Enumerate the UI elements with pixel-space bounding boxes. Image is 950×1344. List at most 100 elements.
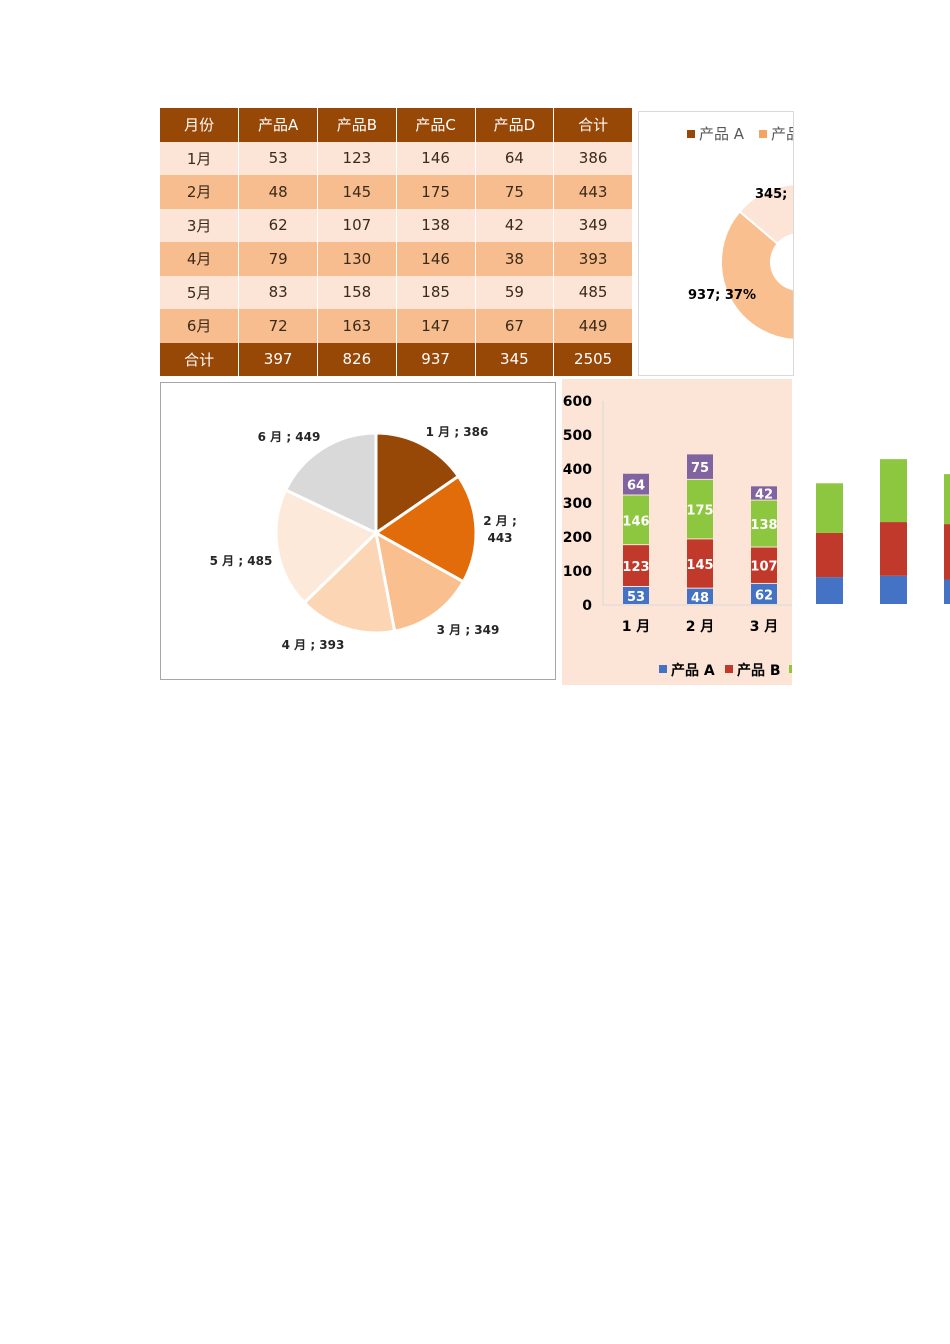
overflow-bar-segment [816, 577, 843, 604]
pie-data-label: 6 月 ; 449 [258, 430, 321, 444]
table-cell: 42 [475, 208, 555, 242]
column-header: 产品A [238, 108, 318, 142]
table-row: 2月 48 145 175 75 443 [160, 175, 633, 209]
legend-label: 产品 A [699, 125, 745, 143]
overflow-bar-segment [816, 483, 843, 533]
total-cell: 937 [396, 342, 476, 376]
pie-data-label: 3 月 ; 349 [437, 623, 500, 637]
bar-segment [751, 486, 777, 500]
table-cell: 4月 [160, 242, 240, 276]
table-cell: 349 [553, 208, 633, 242]
table-cell: 393 [553, 242, 633, 276]
bar-data-label: 107 [750, 560, 777, 575]
pie-slice [302, 529, 397, 635]
total-cell: 345 [475, 342, 555, 376]
table-cell: 138 [396, 208, 476, 242]
table-cell: 386 [553, 141, 633, 175]
bar-segment [751, 583, 777, 604]
x-tick-label: 1 月 [622, 619, 651, 635]
table-cell: 147 [396, 309, 476, 343]
overflow-bar-segment [944, 579, 950, 604]
x-tick-label: 3 月 [750, 619, 779, 635]
table-cell: 123 [317, 141, 397, 175]
bar-segment [687, 539, 713, 588]
table-cell: 79 [238, 242, 318, 276]
table-cell: 1月 [160, 141, 240, 175]
overflow-bar-segment [816, 532, 843, 578]
column-header: 产品C [396, 108, 476, 142]
stacked-bar-chart: 600 500 400 300 200 100 0 53 123 146 64 1 月 48 145 175… [563, 394, 792, 679]
bar-segment [687, 479, 713, 539]
table-cell: 53 [238, 141, 318, 175]
overflow-bar-segment [944, 474, 950, 525]
legend-label: 产品 A [671, 662, 715, 679]
table-cell: 163 [317, 309, 397, 343]
bar-segment [687, 588, 713, 604]
table-cell: 449 [553, 309, 633, 343]
total-cell: 合计 [160, 342, 240, 376]
bar-segment [687, 454, 713, 479]
overflow-bar-segment [880, 459, 907, 523]
bar-data-label: 145 [686, 558, 713, 573]
bar-data-label: 62 [755, 588, 773, 603]
legend-swatch [725, 665, 733, 673]
bar-segment [623, 473, 649, 495]
y-tick-label: 500 [563, 428, 592, 444]
legend-label: 产品 [771, 125, 793, 143]
y-tick-label: 100 [563, 564, 592, 580]
x-tick-label: 2 月 [686, 619, 715, 635]
column-header: 产品D [475, 108, 555, 142]
table-cell: 185 [396, 275, 476, 309]
donut-data-label: 345; [755, 187, 787, 202]
table-cell: 5月 [160, 275, 240, 309]
bar-segment [751, 500, 777, 547]
pie-data-label: 5 月 ; 485 [210, 554, 273, 568]
table-cell: 130 [317, 242, 397, 276]
donut-slice [720, 210, 793, 341]
bar-segment [623, 545, 649, 586]
table-cell: 59 [475, 275, 555, 309]
table-cell: 75 [475, 175, 555, 209]
pie-data-label: 4 月 ; 393 [282, 638, 345, 652]
y-tick-label: 600 [563, 394, 592, 410]
sales-table: 月份 产品A 产品B 产品C 产品D 合计 1月 53 123 146 64 386 2月 48 145 17… [160, 108, 633, 376]
bar-data-label: 48 [691, 591, 709, 606]
table-cell: 146 [396, 141, 476, 175]
pie-slice [374, 431, 461, 536]
bar-data-label: 146 [622, 514, 649, 529]
column-header: 月份 [160, 108, 240, 142]
donut-data-label: 937; 37% [688, 288, 756, 303]
y-tick-label: 400 [563, 462, 592, 478]
bar-segment [751, 547, 777, 583]
y-tick-label: 200 [563, 530, 592, 546]
table-cell: 2月 [160, 175, 240, 209]
donut-chart-panel: 产品 A 产品 937; 37% 345; [638, 111, 794, 376]
table-cell: 158 [317, 275, 397, 309]
bar-data-label: 175 [686, 504, 713, 519]
table-cell: 3月 [160, 208, 240, 242]
bar-data-label: 53 [627, 590, 645, 605]
overflow-bar-segment [880, 522, 907, 576]
pie-slice [274, 487, 379, 605]
y-tick-label: 300 [563, 496, 592, 512]
legend-label: 产品 B [737, 662, 781, 679]
legend-swatch [687, 130, 695, 138]
overflow-bar-segment [944, 524, 950, 580]
donut-chart: 产品 A 产品 937; 37% 345; [687, 125, 793, 341]
bar-segment [623, 586, 649, 604]
bar-data-label: 138 [750, 518, 777, 533]
column-header: 产品B [317, 108, 397, 142]
bar-data-label: 64 [627, 479, 645, 494]
table-cell: 62 [238, 208, 318, 242]
legend-swatch [789, 665, 792, 673]
y-tick-label: 0 [582, 598, 592, 614]
pie-data-label: 443 [487, 531, 512, 545]
table-row: 4月 79 130 146 38 393 [160, 242, 633, 276]
bar-data-label: 42 [755, 487, 773, 502]
total-cell: 826 [317, 342, 397, 376]
pie-chart-panel: 1 月 ; 386 2 月 ; 443 3 月 ; 349 4 月 ; 393 5 月 ;… [160, 382, 556, 680]
total-cell: 397 [238, 342, 318, 376]
table-cell: 48 [238, 175, 318, 209]
pie-slice [373, 530, 466, 634]
table-header-row: 月份 产品A 产品B 产品C 产品D 合计 [160, 108, 633, 142]
